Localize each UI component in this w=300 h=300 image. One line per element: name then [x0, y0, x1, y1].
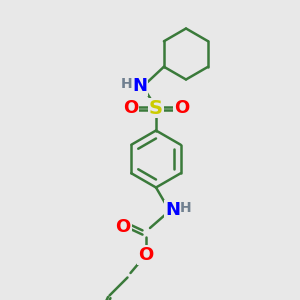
Text: O: O	[123, 99, 138, 117]
Text: H: H	[179, 202, 191, 215]
Text: O: O	[138, 246, 153, 264]
Text: O: O	[116, 218, 130, 236]
Text: H: H	[121, 77, 133, 91]
Text: N: N	[165, 201, 180, 219]
Text: N: N	[132, 77, 147, 95]
Text: O: O	[174, 99, 189, 117]
Text: S: S	[149, 98, 163, 118]
